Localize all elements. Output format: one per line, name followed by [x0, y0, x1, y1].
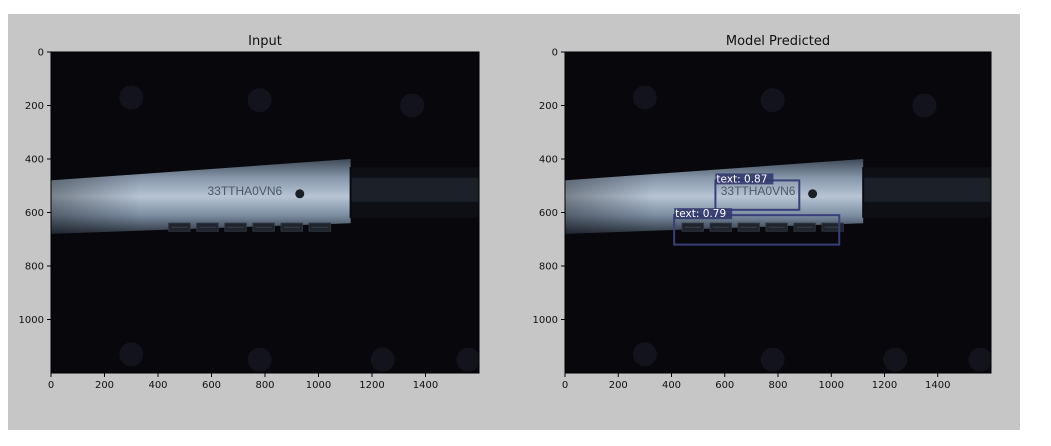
- x-tick-label: 400: [148, 380, 167, 391]
- y-tick-label: 200: [25, 101, 44, 112]
- background-blob: [883, 347, 908, 372]
- engraved-text: 33TTHA0VN6: [207, 184, 282, 198]
- y-tick-label: 600: [539, 208, 558, 219]
- background-blob: [632, 342, 657, 367]
- y-tick-label: 800: [539, 262, 558, 273]
- x-tick-label: 800: [255, 380, 274, 391]
- x-tick-label: 1200: [359, 380, 384, 391]
- rod-shade: [51, 159, 351, 234]
- x-tick-label: 0: [562, 380, 568, 391]
- y-tick-label: 1000: [19, 315, 44, 326]
- rod-end-highlight: [350, 177, 479, 202]
- background-blob: [912, 93, 937, 118]
- y-tick-label: 0: [38, 48, 44, 59]
- detection-box: [673, 214, 841, 246]
- panel-title: Input: [248, 34, 282, 49]
- image-area: 33TTHA0VN6: [51, 52, 479, 373]
- detection-label: text: 0.87: [716, 173, 767, 185]
- background-blob: [400, 93, 425, 118]
- figure-canvas: Input 33TTHA0VN6 0 200 400 600 800 1000 1200 1400…: [19, 34, 992, 391]
- background-blob: [456, 347, 479, 372]
- y-tick-label: 0: [552, 48, 558, 59]
- figure: Input 33TTHA0VN6 0 200 400 600 800 1000 1200 1400…: [8, 14, 1020, 430]
- rod-hole: [808, 189, 818, 199]
- x-tick-label: 200: [609, 380, 628, 391]
- x-tick-label: 400: [662, 380, 681, 391]
- background-blob: [760, 88, 785, 113]
- rod-end-highlight: [863, 177, 991, 202]
- x-tick-label: 1400: [925, 380, 950, 391]
- background-blob: [119, 342, 144, 367]
- x-tick-label: 1000: [306, 380, 331, 391]
- y-tick-label: 400: [25, 155, 44, 166]
- background-blob: [119, 85, 144, 110]
- x-tick-label: 600: [202, 380, 221, 391]
- detection: text: 0.87: [714, 173, 801, 211]
- panel-title: Model Predicted: [726, 34, 830, 49]
- engraved-text: 33TTHA0VN6: [721, 184, 796, 198]
- y-tick-label: 1000: [533, 315, 558, 326]
- background-blob: [968, 347, 991, 372]
- detection: text: 0.79: [673, 208, 841, 246]
- panel-input: Input 33TTHA0VN6 0 200 400 600 800 1000 1200 1400…: [19, 34, 480, 391]
- x-tick-label: 1000: [819, 380, 844, 391]
- y-tick-label: 400: [539, 155, 558, 166]
- y-tick-label: 200: [539, 101, 558, 112]
- x-tick-label: 800: [768, 380, 787, 391]
- x-tick-label: 200: [95, 380, 114, 391]
- x-tick-label: 0: [48, 380, 54, 391]
- x-tick-label: 600: [715, 380, 734, 391]
- x-tick-label: 1400: [413, 380, 438, 391]
- background-blob: [760, 347, 785, 372]
- detection-label: text: 0.79: [675, 208, 726, 220]
- x-tick-label: 1200: [872, 380, 897, 391]
- background-blob: [247, 347, 272, 372]
- background-blob: [370, 347, 395, 372]
- y-tick-label: 800: [25, 262, 44, 273]
- detection-label-bg: [715, 173, 774, 185]
- background-blob: [632, 85, 657, 110]
- y-tick-label: 600: [25, 208, 44, 219]
- detection-label-bg: [674, 208, 733, 220]
- rod-hole: [295, 189, 305, 199]
- background-blob: [247, 88, 272, 113]
